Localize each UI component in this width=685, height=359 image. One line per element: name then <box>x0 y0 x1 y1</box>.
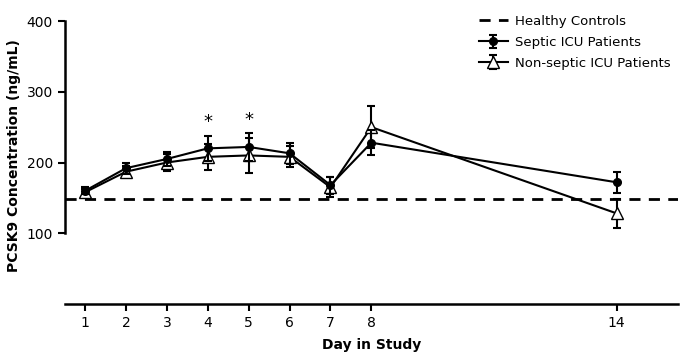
Text: *: * <box>244 111 253 129</box>
Legend: Healthy Controls, Septic ICU Patients, Non-septic ICU Patients: Healthy Controls, Septic ICU Patients, N… <box>473 10 675 75</box>
Healthy Controls <box>40 197 49 201</box>
Y-axis label: PCSK9 Concentration (ng/mL): PCSK9 Concentration (ng/mL) <box>7 39 21 272</box>
Text: *: * <box>203 113 212 131</box>
Healthy Controls <box>81 197 89 201</box>
X-axis label: Day in Study: Day in Study <box>322 338 421 352</box>
